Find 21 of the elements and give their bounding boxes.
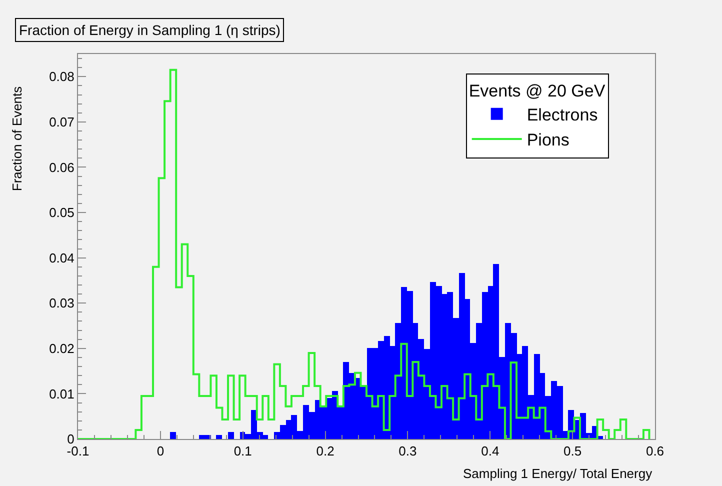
chart-title: Fraction of Energy in Sampling 1 (η strips)	[19, 22, 280, 38]
x-tick-label: 0.4	[481, 444, 500, 459]
y-tick-label: 0.04	[49, 250, 74, 266]
y-axis-title: Fraction of Events	[10, 86, 25, 192]
legend-title: Events @ 20 GeV	[468, 81, 606, 100]
y-tick-label: 0.07	[49, 114, 74, 130]
y-tick-label: 0.02	[49, 340, 74, 356]
x-tick-label: 0.3	[398, 444, 417, 459]
y-tick-label: 0.01	[49, 386, 74, 402]
y-tick-label: 0.03	[49, 296, 74, 311]
y-tick-label: 0.06	[49, 160, 74, 175]
legend-label: Pions	[526, 130, 570, 150]
x-tick-label: 0	[156, 444, 164, 459]
x-axis-title: Sampling 1 Energy/ Total Energy	[463, 466, 653, 481]
legend-label: Electrons	[526, 106, 598, 125]
x-tick-label: 0.6	[646, 444, 664, 459]
x-tick-label: 0.2	[316, 444, 334, 459]
x-tick-label: 0.5	[564, 444, 582, 459]
x-tick-label: 0.1	[234, 444, 252, 459]
y-tick-label: 0.05	[49, 205, 74, 220]
y-tick-label: 0.08	[49, 69, 74, 84]
